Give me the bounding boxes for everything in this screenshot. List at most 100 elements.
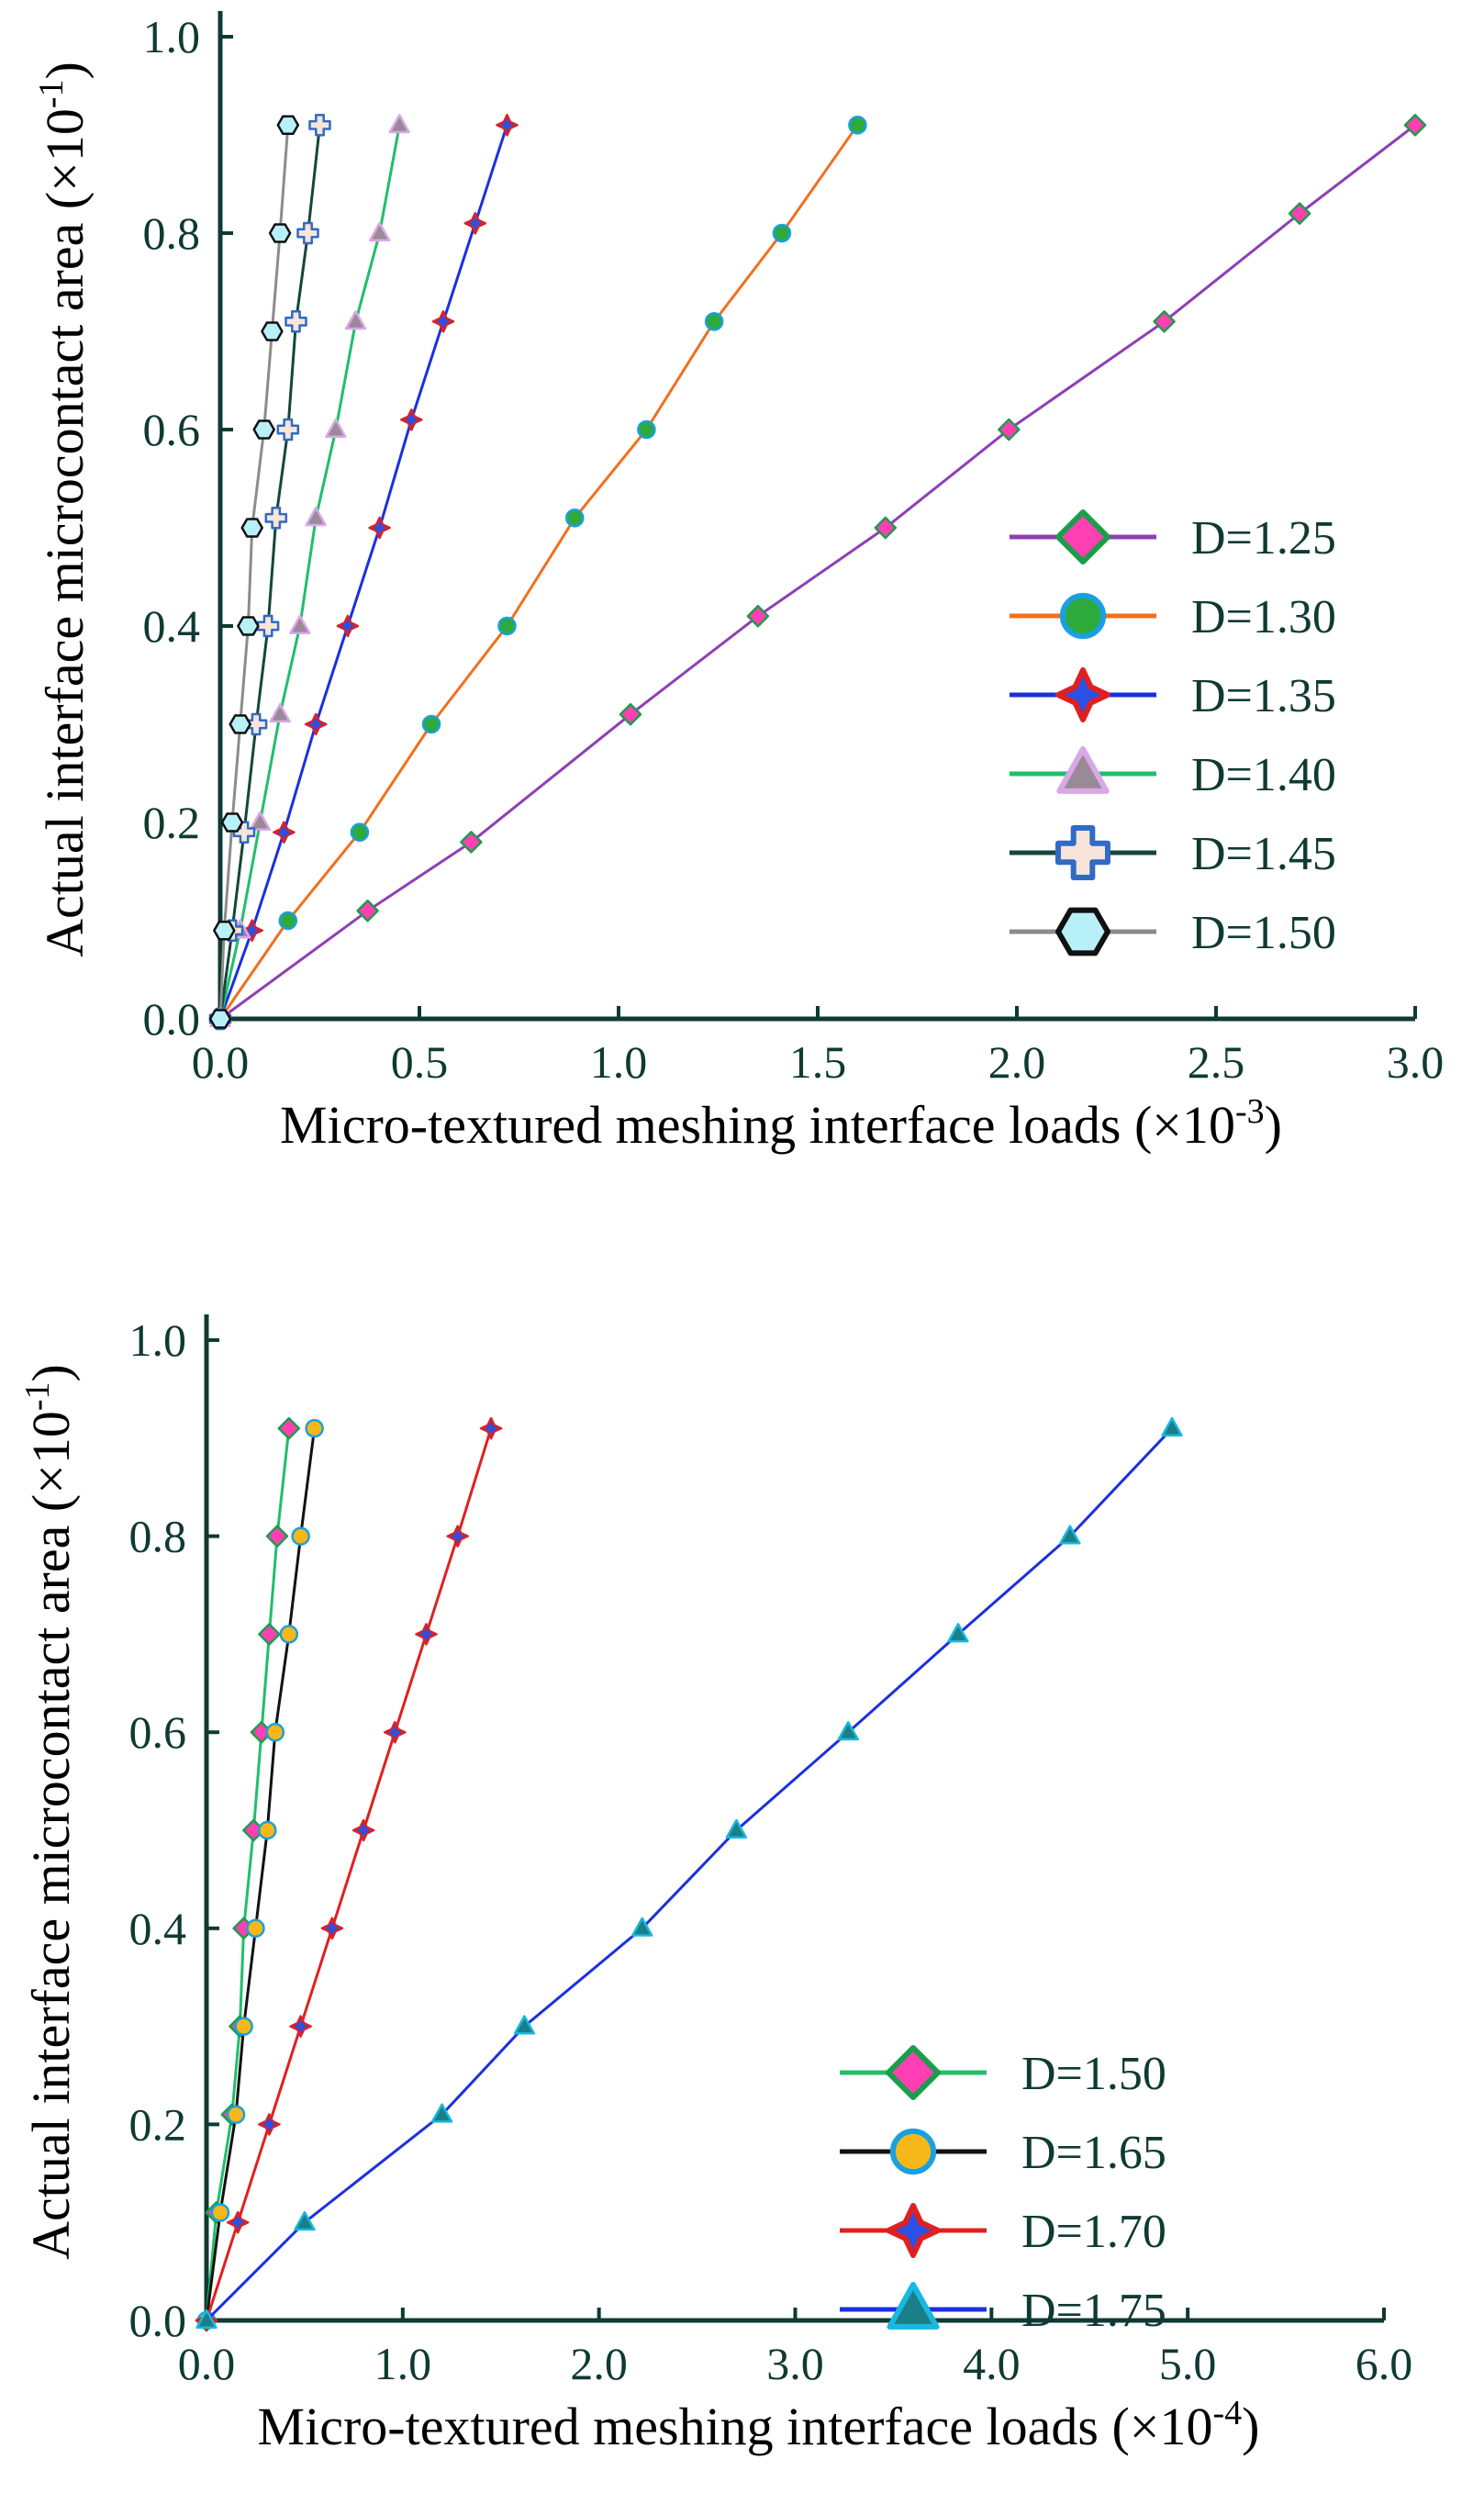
- series-line: [218, 125, 290, 1020]
- data-point: [564, 509, 585, 528]
- x-tick-label: 0.0: [178, 2338, 236, 2389]
- x-axis-unit: (×10: [1134, 1095, 1235, 1155]
- series-D=1.35: [208, 114, 519, 1031]
- x-axis-exponent: -4: [1212, 2394, 1242, 2432]
- data-point: [704, 312, 724, 331]
- series-line: [205, 1427, 493, 2321]
- series-line: [219, 124, 1416, 1021]
- data-point: [388, 114, 410, 134]
- data-point: [344, 310, 367, 330]
- data-point: [351, 1818, 375, 1842]
- data-point: [278, 911, 298, 931]
- y-tick-label: 0.2: [129, 2098, 187, 2150]
- y-tick-label: 0.4: [143, 600, 201, 652]
- legend-label: D=1.35: [1191, 670, 1336, 722]
- chart-1: 0.0 0.2 0.4 0.6 0.8 1.0 0.0 0.5 1.0 1.5 2.0 2.5 3.0 M…: [32, 11, 1444, 1155]
- x-axis-exponent: -3: [1235, 1092, 1265, 1131]
- data-point: [305, 1418, 324, 1438]
- x-tick-label: 5.0: [1159, 2338, 1217, 2389]
- x-axis-title-text: Micro-textured meshing interface loads: [258, 2397, 1112, 2456]
- legend-marker-cross-icon: [1055, 825, 1110, 880]
- y-axis-title: Actual interface microcontact area (×10-…: [32, 61, 95, 957]
- series-line: [218, 125, 321, 1020]
- legend-label: D=1.75: [1021, 2285, 1166, 2337]
- data-point: [269, 703, 291, 723]
- data-point: [276, 418, 300, 442]
- data-point: [210, 2203, 230, 2222]
- legend-label: D=1.50: [1191, 907, 1336, 959]
- data-point: [265, 1525, 289, 1548]
- data-point: [268, 223, 292, 243]
- data-point: [837, 1720, 859, 1741]
- data-point: [226, 2210, 250, 2234]
- y-axis-unit-close: ): [21, 1364, 81, 1381]
- data-point: [256, 614, 280, 638]
- data-point: [430, 2103, 453, 2123]
- data-point: [415, 1623, 438, 1646]
- x-tick-label: 4.0: [963, 2338, 1021, 2389]
- data-point: [463, 212, 487, 235]
- legend-marker-hexagon-icon: [1055, 907, 1110, 956]
- series-line: [218, 125, 401, 1020]
- data-point: [285, 310, 307, 333]
- data-point: [320, 1917, 344, 1940]
- data-point: [296, 221, 319, 245]
- data-point: [1288, 202, 1311, 225]
- y-tick-label: 1.0: [129, 1314, 187, 1366]
- data-point: [350, 822, 370, 842]
- legend-marker-circle-icon: [889, 2128, 937, 2175]
- legend: D=1.50 D=1.65 D=1.70 D=1.75: [840, 2045, 1166, 2337]
- x-tick-label: 2.0: [570, 2338, 628, 2389]
- data-point: [848, 116, 867, 135]
- data-point: [356, 900, 379, 922]
- x-tick-label: 1.5: [789, 1036, 847, 1088]
- data-point: [421, 714, 441, 734]
- y-tick-label: 0.8: [129, 1511, 187, 1562]
- data-point: [1403, 114, 1427, 137]
- series-D=1.70: [195, 1416, 503, 2332]
- data-point: [258, 1623, 281, 1646]
- legend-marker-star4-icon: [886, 2203, 941, 2258]
- data-point: [261, 321, 284, 341]
- y-axis-title-text: Actual interface microcontact area: [21, 1512, 81, 2260]
- series-D=1.50: [208, 115, 300, 1029]
- data-point: [240, 919, 263, 942]
- y-axis-title-text: Actual interface microcontact area: [35, 209, 95, 957]
- y-tick-label: 0.8: [143, 207, 201, 259]
- data-point: [460, 831, 483, 854]
- series-line: [205, 1427, 291, 2321]
- data-point: [220, 812, 244, 833]
- legend-label: D=1.40: [1191, 749, 1336, 801]
- x-tick-label: 1.0: [590, 1036, 648, 1088]
- data-point: [772, 223, 792, 243]
- x-axis-title: Micro-textured meshing interface loads (…: [258, 2394, 1260, 2456]
- data-point: [276, 115, 300, 136]
- y-tick-label: 0.6: [143, 404, 201, 455]
- data-point: [258, 2113, 281, 2136]
- data-point: [431, 310, 455, 333]
- x-axis-unit-close: ): [1242, 2397, 1259, 2456]
- data-point: [240, 518, 263, 538]
- data-point: [384, 1720, 407, 1744]
- legend-label: D=1.25: [1191, 512, 1336, 565]
- x-tick-label: 6.0: [1356, 2338, 1413, 2389]
- data-point: [213, 920, 236, 941]
- data-point: [1161, 1416, 1183, 1437]
- data-point: [874, 516, 898, 540]
- data-point: [294, 2210, 316, 2231]
- data-point: [619, 703, 642, 726]
- data-point: [400, 408, 423, 431]
- legend-marker-triangle-icon: [887, 2282, 940, 2330]
- data-point: [368, 516, 391, 540]
- series-D=1.40: [209, 114, 410, 1027]
- x-tick-label: 1.0: [374, 2338, 432, 2389]
- legend-label: D=1.45: [1191, 828, 1336, 880]
- data-point: [252, 419, 275, 440]
- x-tick-label: 0.0: [192, 1036, 250, 1088]
- data-point: [746, 605, 770, 628]
- legend-label: D=1.30: [1191, 591, 1336, 643]
- data-point: [1153, 310, 1176, 333]
- data-point: [446, 1525, 469, 1548]
- y-axis-exponent: -1: [18, 1381, 57, 1411]
